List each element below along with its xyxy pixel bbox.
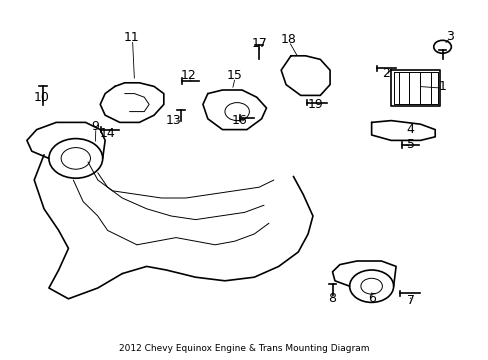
Text: 7: 7: [406, 294, 414, 307]
Text: 15: 15: [226, 69, 242, 82]
Text: 5: 5: [406, 138, 414, 150]
Text: 3: 3: [445, 30, 453, 42]
Text: 13: 13: [165, 114, 181, 127]
Text: 1: 1: [438, 80, 446, 93]
Text: 11: 11: [124, 31, 140, 44]
Text: 6: 6: [367, 292, 375, 305]
Text: 16: 16: [231, 114, 247, 127]
Text: 18: 18: [280, 33, 296, 46]
Text: 8: 8: [328, 292, 336, 305]
Text: 12: 12: [180, 69, 196, 82]
Text: 14: 14: [100, 127, 115, 140]
Text: 9: 9: [91, 120, 99, 132]
Text: 4: 4: [406, 123, 414, 136]
Text: 19: 19: [307, 98, 323, 111]
Text: 2: 2: [382, 67, 389, 80]
Text: 17: 17: [251, 37, 266, 50]
Text: 2012 Chevy Equinox Engine & Trans Mounting Diagram: 2012 Chevy Equinox Engine & Trans Mounti…: [119, 344, 369, 353]
Text: 10: 10: [34, 91, 49, 104]
